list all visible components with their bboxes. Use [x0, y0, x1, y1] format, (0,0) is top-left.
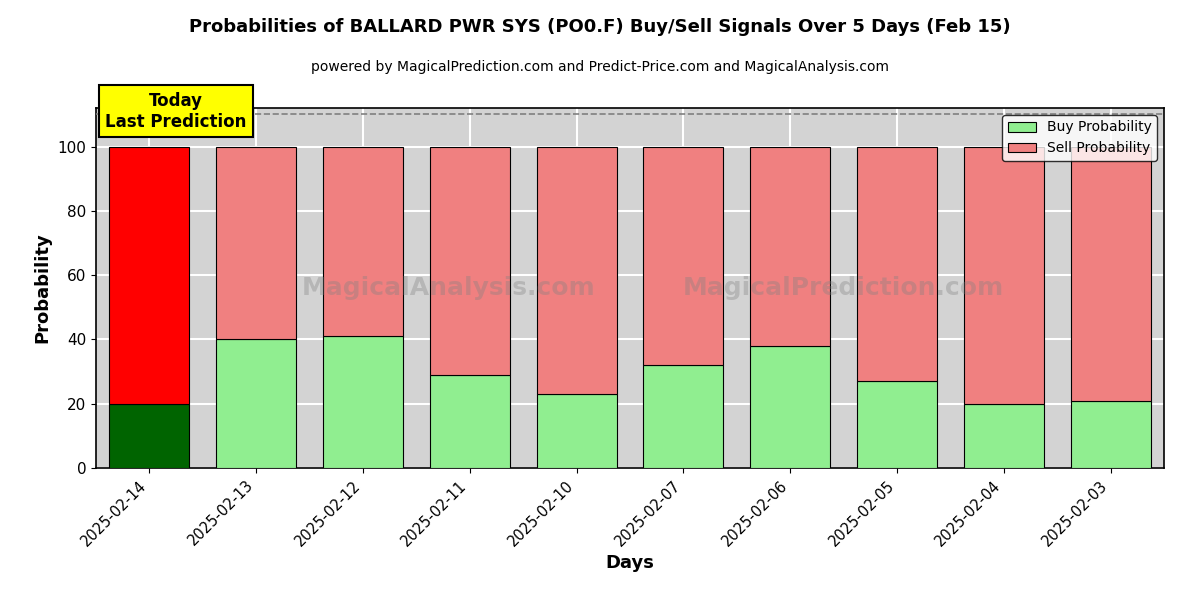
Text: Probabilities of BALLARD PWR SYS (PO0.F) Buy/Sell Signals Over 5 Days (Feb 15): Probabilities of BALLARD PWR SYS (PO0.F)… [190, 18, 1010, 36]
Text: Today
Last Prediction: Today Last Prediction [106, 92, 247, 131]
Bar [857, 381, 937, 468]
Bar [964, 404, 1044, 468]
Legend: Buy Probability, Sell Probability: Buy Probability, Sell Probability [1002, 115, 1157, 161]
Bar [536, 146, 617, 394]
Bar [964, 146, 1044, 404]
Bar [323, 146, 403, 336]
Bar [750, 146, 830, 346]
Bar [750, 346, 830, 468]
Text: MagicalPrediction.com: MagicalPrediction.com [683, 276, 1004, 300]
Bar [1070, 401, 1151, 468]
Bar [109, 404, 190, 468]
Y-axis label: Probability: Probability [34, 233, 52, 343]
Bar [536, 394, 617, 468]
Bar [216, 340, 296, 468]
Bar [1070, 146, 1151, 401]
Bar [643, 365, 724, 468]
Bar [323, 336, 403, 468]
Bar [109, 146, 190, 404]
Bar [430, 146, 510, 375]
Bar [430, 375, 510, 468]
Bar [643, 146, 724, 365]
X-axis label: Days: Days [606, 554, 654, 572]
Text: powered by MagicalPrediction.com and Predict-Price.com and MagicalAnalysis.com: powered by MagicalPrediction.com and Pre… [311, 60, 889, 74]
Bar [216, 146, 296, 340]
Text: MagicalAnalysis.com: MagicalAnalysis.com [301, 276, 595, 300]
Bar [857, 146, 937, 381]
